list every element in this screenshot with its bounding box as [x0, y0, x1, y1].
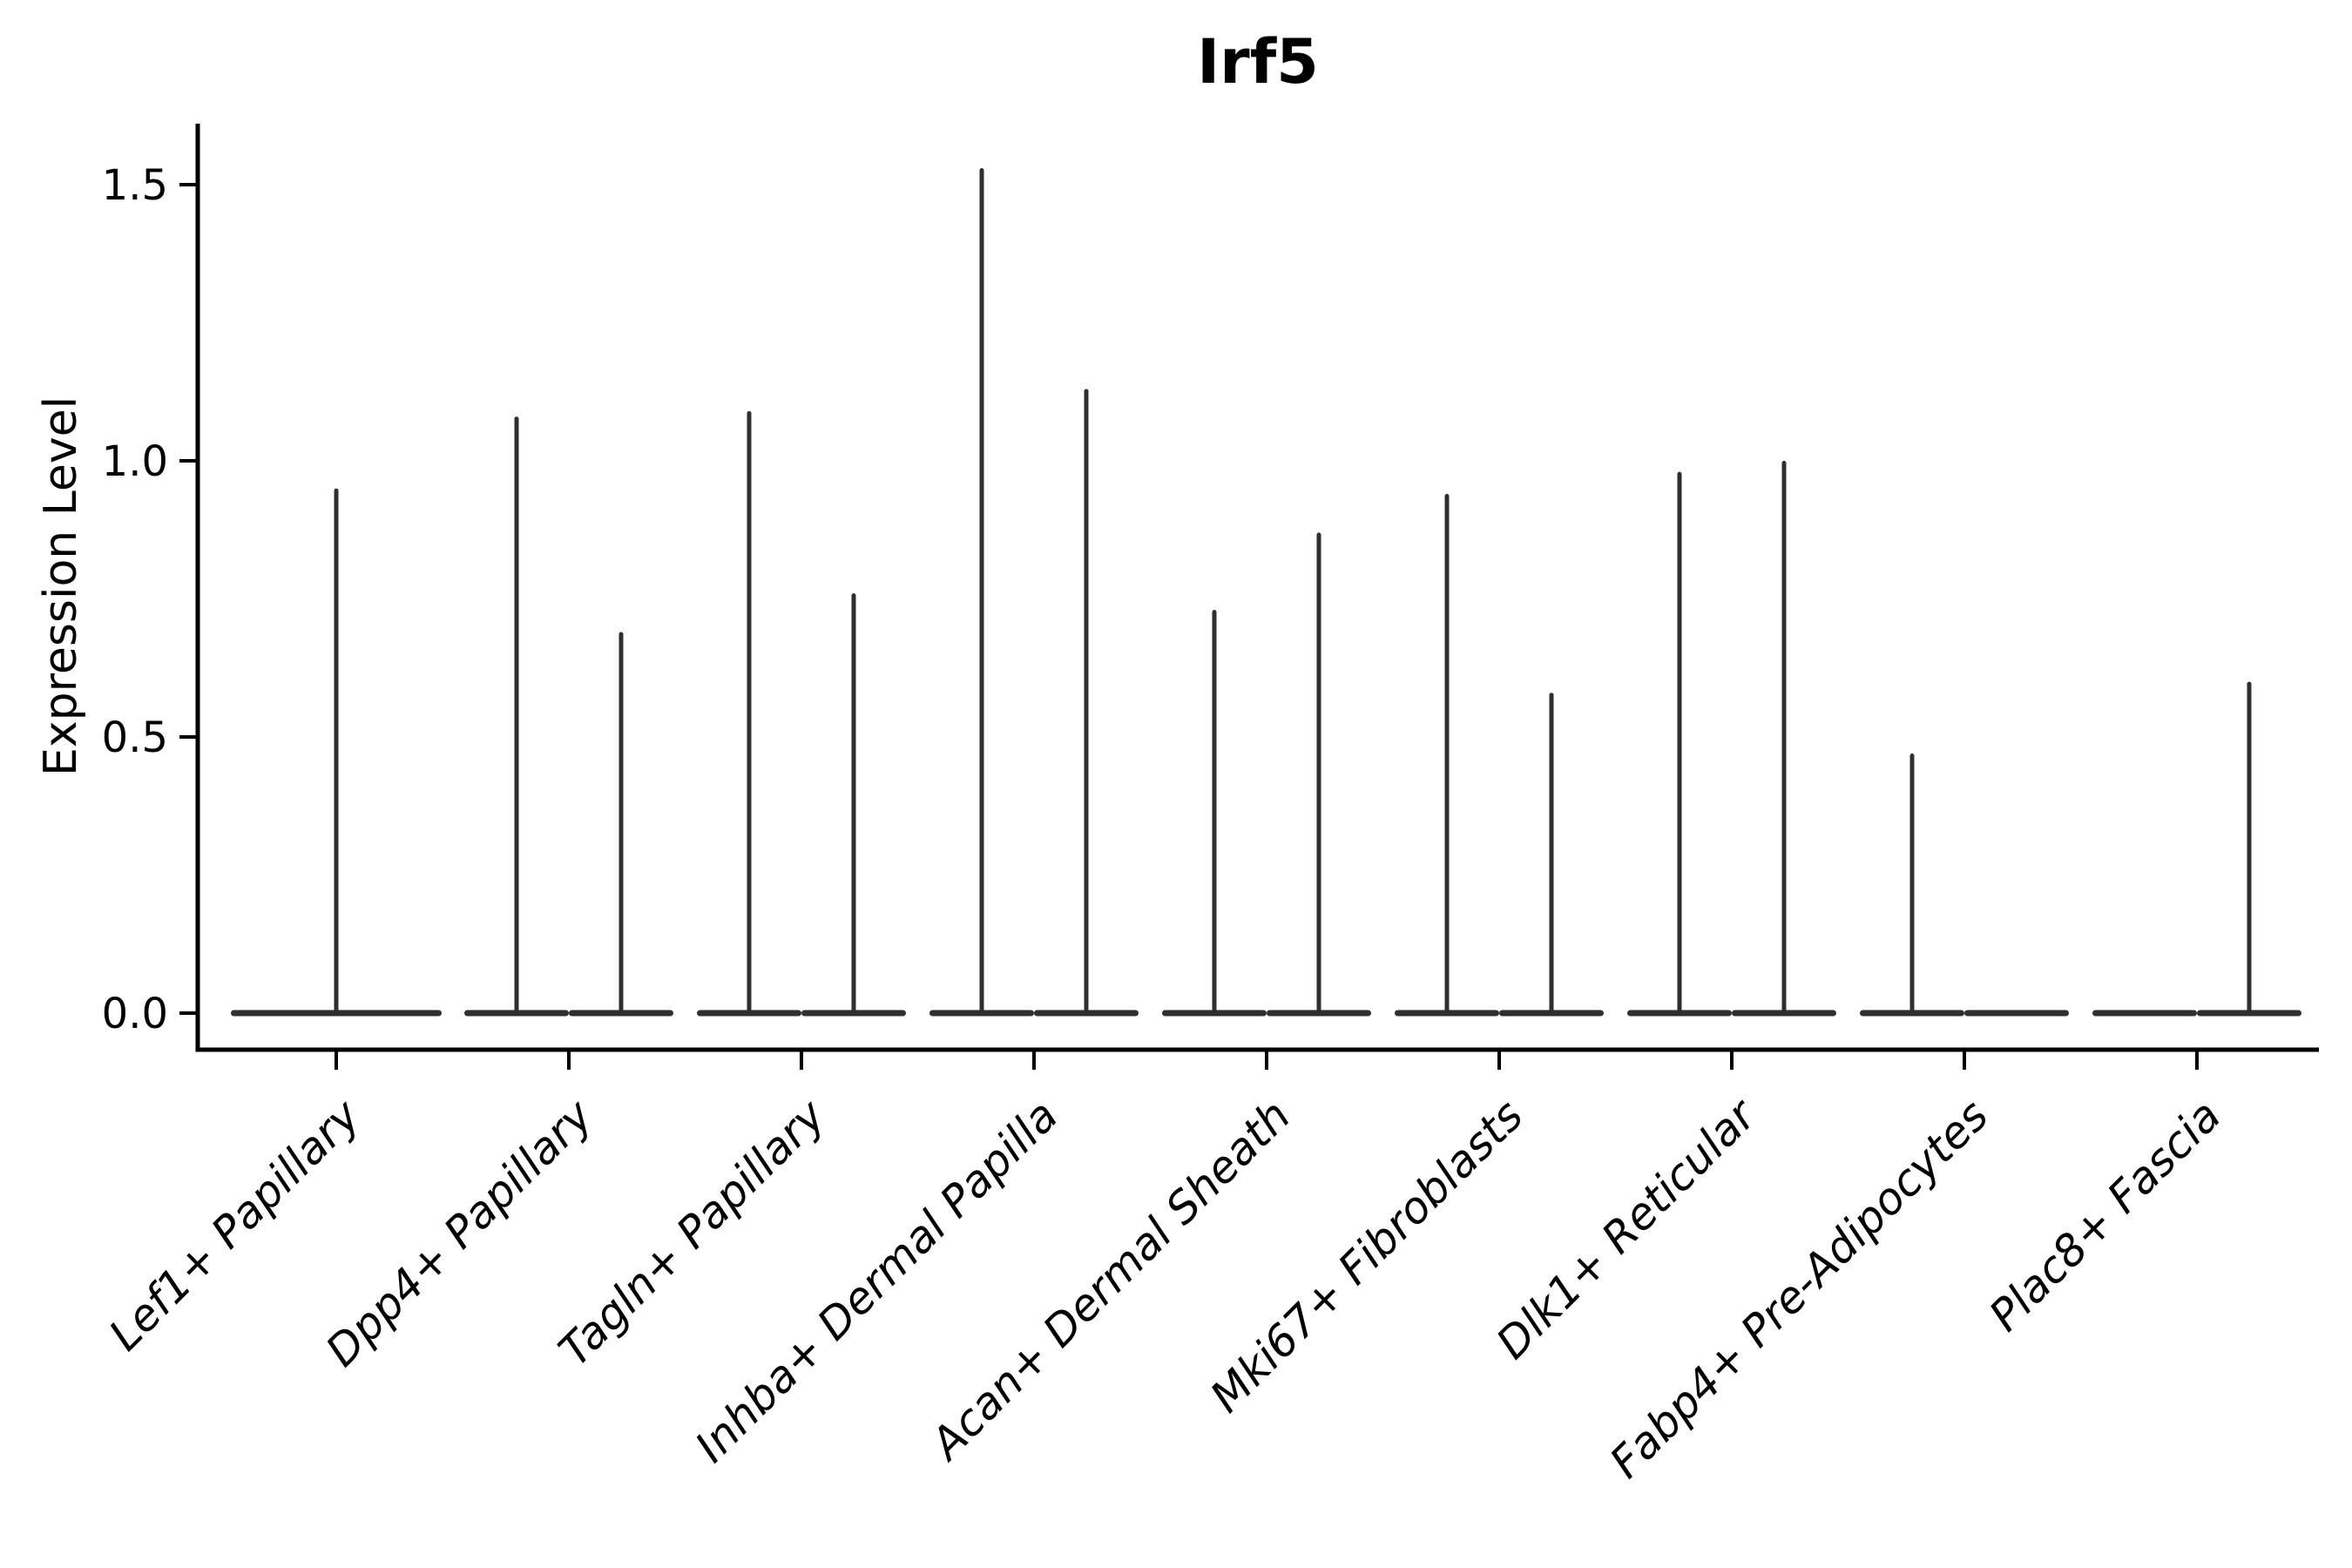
violin-base: [2092, 1010, 2197, 1017]
violin-spike: [851, 593, 856, 1015]
chart-title: Irf5: [1197, 26, 1319, 98]
violin-base: [1964, 1010, 2069, 1017]
violin-spike: [747, 410, 752, 1015]
violin-spike: [2247, 681, 2252, 1015]
violin-spike: [1677, 471, 1682, 1015]
violin-spike: [1781, 461, 1787, 1015]
x-tick-label: Fabp4+ Pre-Adipocytes: [1600, 1090, 1998, 1488]
violin-spike: [1212, 610, 1217, 1015]
violin-spike: [1316, 532, 1321, 1015]
violin-spike: [514, 416, 519, 1015]
violin-spike: [1444, 494, 1450, 1015]
y-tick-label: 1.5: [102, 161, 168, 210]
y-tick-label: 0.0: [102, 990, 168, 1038]
violin-spike: [1084, 389, 1089, 1016]
y-tick-label: 1.0: [102, 437, 168, 486]
x-tick-label: Plac8+ Fascia: [1980, 1090, 2231, 1341]
violin-spike: [1909, 754, 1915, 1015]
y-tick-label: 0.5: [102, 713, 168, 762]
violin-spike: [1549, 693, 1554, 1015]
violin-spike: [618, 632, 624, 1015]
x-tick-label: Lef1+ Papillary: [99, 1089, 370, 1360]
y-axis-label: Expression Level: [35, 395, 87, 777]
violin-spike: [334, 488, 339, 1015]
violin-spike: [979, 167, 984, 1016]
